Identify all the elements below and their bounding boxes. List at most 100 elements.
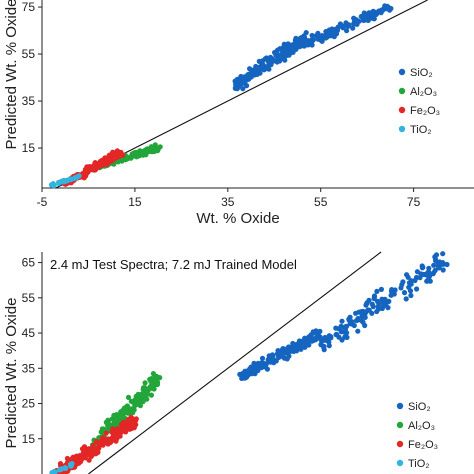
- data-point: [85, 447, 91, 453]
- data-point: [118, 427, 124, 433]
- x-tick-label: 75: [407, 195, 421, 209]
- legend-label: TiO₂: [410, 124, 432, 136]
- data-point: [104, 155, 110, 161]
- data-point: [63, 465, 69, 471]
- data-point: [305, 38, 311, 44]
- data-point: [361, 17, 367, 23]
- data-point: [245, 72, 251, 78]
- legend-label: SiO₂: [410, 67, 433, 79]
- data-point: [306, 334, 312, 340]
- data-point: [122, 425, 128, 432]
- data-point: [131, 150, 137, 156]
- data-point: [379, 305, 385, 312]
- data-point: [302, 344, 308, 350]
- data-point: [406, 280, 412, 286]
- data-point: [323, 337, 329, 343]
- legend-label: Al₂O₃: [408, 420, 435, 432]
- y-tick-label: 25: [22, 397, 36, 411]
- data-point: [344, 28, 350, 34]
- data-point: [254, 71, 260, 77]
- data-point: [288, 348, 294, 354]
- data-point: [401, 290, 408, 296]
- data-point: [88, 166, 94, 172]
- data-point: [290, 340, 296, 347]
- data-point: [343, 22, 349, 28]
- data-point: [116, 413, 122, 419]
- x-tick-label: 15: [128, 195, 142, 209]
- data-point: [113, 420, 119, 426]
- data-point: [339, 318, 345, 324]
- data-point: [259, 360, 265, 366]
- legend-marker: [398, 106, 406, 114]
- data-point: [105, 419, 111, 425]
- data-point: [313, 33, 319, 39]
- data-point: [129, 421, 135, 427]
- data-point: [274, 351, 280, 357]
- data-point: [386, 298, 392, 304]
- data-point: [58, 466, 64, 472]
- y-tick-label: 35: [22, 361, 36, 375]
- data-point: [319, 38, 325, 44]
- data-point: [354, 317, 360, 324]
- x-tick-label: 55: [314, 195, 328, 209]
- legend-label: Fe₂O₃: [408, 439, 438, 451]
- chart-title: 2.4 mJ Test Spectra; 7.2 mJ Trained Mode…: [50, 257, 297, 272]
- data-point: [103, 430, 109, 436]
- data-point: [344, 334, 350, 340]
- data-point: [150, 371, 156, 377]
- data-point: [106, 437, 112, 444]
- data-point: [142, 148, 148, 154]
- data-point: [440, 251, 446, 257]
- x-axis-label: Wt. % Oxide: [196, 210, 279, 227]
- data-point: [321, 347, 327, 353]
- data-point: [376, 8, 382, 15]
- data-point: [256, 58, 262, 64]
- data-point: [281, 355, 287, 361]
- data-point: [110, 426, 116, 432]
- data-point: [433, 252, 440, 258]
- data-point: [89, 448, 96, 454]
- legend-marker: [398, 87, 406, 95]
- y-axis-label: Predicted Wt. % Oxide: [3, 298, 20, 449]
- data-point: [147, 376, 153, 382]
- data-point: [378, 286, 384, 292]
- data-point: [344, 330, 350, 336]
- data-point: [374, 288, 380, 294]
- data-point: [67, 176, 73, 182]
- data-point: [52, 469, 58, 474]
- data-point: [432, 256, 439, 262]
- data-point: [60, 178, 66, 184]
- legend-label: TiO₂: [408, 458, 430, 470]
- data-point: [259, 355, 266, 361]
- data-point: [240, 86, 246, 92]
- y-tick-label: 35: [22, 94, 36, 108]
- data-point: [253, 63, 259, 70]
- data-point: [343, 323, 349, 330]
- legend-marker: [396, 402, 404, 410]
- data-point: [440, 267, 446, 273]
- data-point: [135, 400, 141, 406]
- data-point: [297, 44, 303, 50]
- data-point: [331, 34, 337, 40]
- data-point: [370, 304, 376, 310]
- one-to-one-line: [88, 251, 382, 474]
- y-tick-label: 65: [22, 256, 36, 270]
- data-point: [431, 262, 437, 268]
- data-point: [92, 162, 98, 168]
- data-point: [346, 317, 352, 323]
- data-point: [266, 356, 272, 362]
- data-point: [337, 23, 343, 29]
- data-point: [115, 152, 121, 158]
- data-point: [264, 366, 270, 372]
- data-point: [157, 375, 163, 381]
- data-point: [274, 47, 281, 53]
- data-point: [360, 319, 366, 325]
- data-point: [326, 334, 332, 340]
- data-point: [244, 83, 250, 89]
- data-point: [104, 162, 110, 168]
- data-point: [56, 179, 62, 185]
- legend-label: Al₂O₃: [410, 86, 437, 98]
- data-point: [263, 55, 270, 61]
- data-point: [154, 379, 160, 385]
- data-point: [101, 426, 107, 432]
